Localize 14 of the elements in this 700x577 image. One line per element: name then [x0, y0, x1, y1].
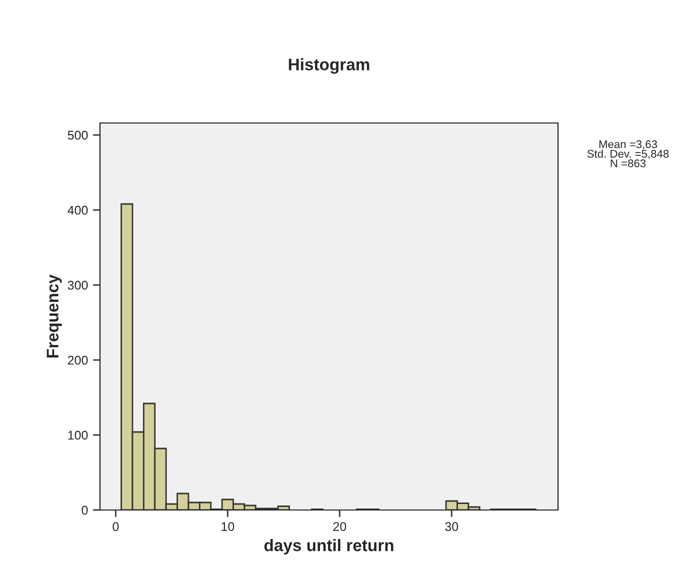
y-tick-label: 300 [68, 280, 88, 290]
x-tick-label: 10 [222, 522, 234, 531]
y-tick-label: 100 [68, 430, 88, 440]
chart-title: Histogram [288, 58, 370, 74]
x-tick-label: 20 [333, 522, 346, 531]
y-tick-label: 500 [68, 130, 88, 140]
x-tick-label: 0 [112, 522, 119, 531]
y-tick-label: 400 [68, 206, 88, 215]
y-tick-label: 0 [82, 506, 88, 515]
y-axis-title: Frequency [46, 274, 62, 358]
x-tick-label: 30 [445, 522, 458, 531]
x-axis-title: days until return [264, 539, 394, 555]
text: Mean =3,63 Std. Dev. =5,848 N =863 [587, 140, 669, 168]
y-tick-label: 200 [68, 356, 88, 365]
